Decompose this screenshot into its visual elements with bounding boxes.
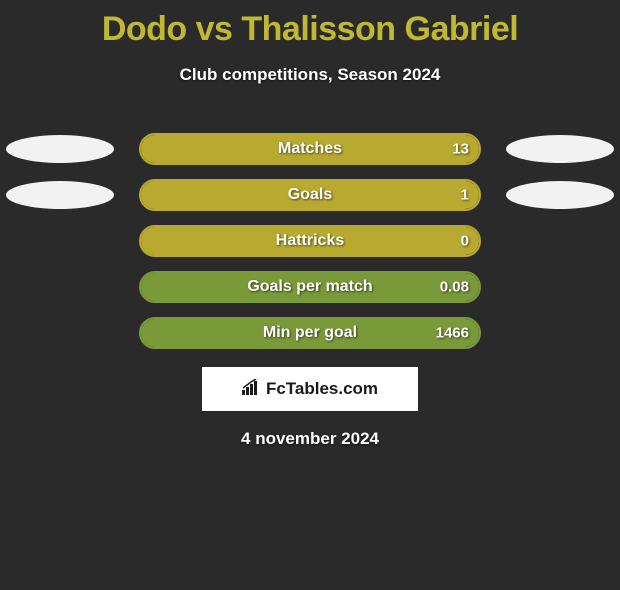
stat-row: 0.08 Goals per match [0,271,620,303]
player-right-ellipse [506,135,614,163]
footer-date: 4 november 2024 [0,429,620,449]
stats-area: 13 Matches 1 Goals 0 Hattricks 0.08 Goals per m… [0,133,620,349]
stat-label: Matches [278,140,342,158]
logo-text: FcTables.com [242,379,378,400]
stat-right-value: 13 [452,141,469,158]
logo-label: FcTables.com [266,379,378,399]
stat-row: 1466 Min per goal [0,317,620,349]
stat-bar: 13 Matches [139,133,481,165]
player-right-ellipse [506,181,614,209]
stat-bar: 0 Hattricks [139,225,481,257]
stat-right-value: 0.08 [440,279,469,296]
stat-right-value: 1466 [436,325,469,342]
stat-bar: 1 Goals [139,179,481,211]
stat-row: 1 Goals [0,179,620,211]
subtitle: Club competitions, Season 2024 [0,65,620,85]
logo-box[interactable]: FcTables.com [202,367,418,411]
stat-label: Goals [288,186,332,204]
stat-right-value: 0 [461,233,469,250]
stat-bar: 0.08 Goals per match [139,271,481,303]
player-left-ellipse [6,181,114,209]
chart-icon [242,379,260,400]
stat-row: 0 Hattricks [0,225,620,257]
stat-bar: 1466 Min per goal [139,317,481,349]
stat-label: Goals per match [247,278,372,296]
page-title: Dodo vs Thalisson Gabriel [0,10,620,49]
stat-label: Min per goal [263,324,357,342]
stat-row: 13 Matches [0,133,620,165]
stat-label: Hattricks [276,232,344,250]
stat-bar-left-fill [141,135,283,163]
player-left-ellipse [6,135,114,163]
stat-right-value: 1 [461,187,469,204]
